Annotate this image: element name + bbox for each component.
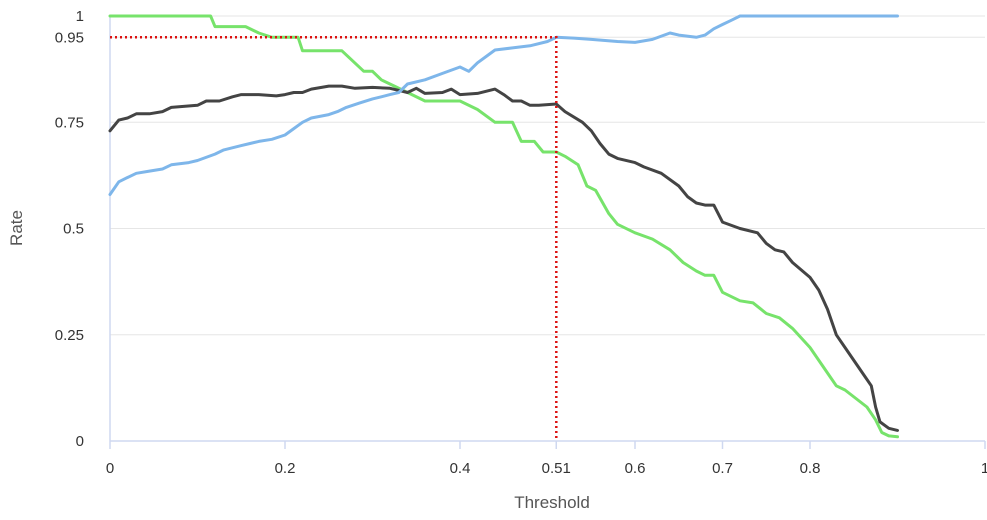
axes [109,16,986,449]
x-tick-label: 0 [106,460,114,477]
series-line-1 [108,14,899,439]
y-tick-label: 1 [76,8,84,25]
series-line-3 [108,14,899,196]
x-tick-label: 0.6 [625,460,646,477]
y-tick-label: 0.25 [55,327,84,344]
x-tick-label: 1 [981,460,987,477]
series-line-2 [108,84,899,432]
x-axis-title: Threshold [514,493,590,512]
x-tick-label: 0.51 [542,460,571,477]
x-tick-label: 0.8 [800,460,821,477]
x-tick-label: 0.4 [450,460,471,477]
y-tick-label: 0.75 [55,114,84,131]
y-axis-title: Rate [7,210,26,246]
x-tick-label: 0.7 [712,460,733,477]
y-tick-label: 0.5 [63,221,84,238]
y-tick-label: 0.95 [55,29,84,46]
series-lines [108,14,899,441]
y-tick-label: 0 [76,433,84,450]
x-tick-label: 0.2 [275,460,296,477]
tick-labels: 0 0.25 0.5 0.75 0.95 1 0 0.2 0.4 0.51 0.6 0.7 0.8 1 [55,8,987,477]
gridlines [110,15,985,336]
reference-dotted-line [110,36,558,441]
